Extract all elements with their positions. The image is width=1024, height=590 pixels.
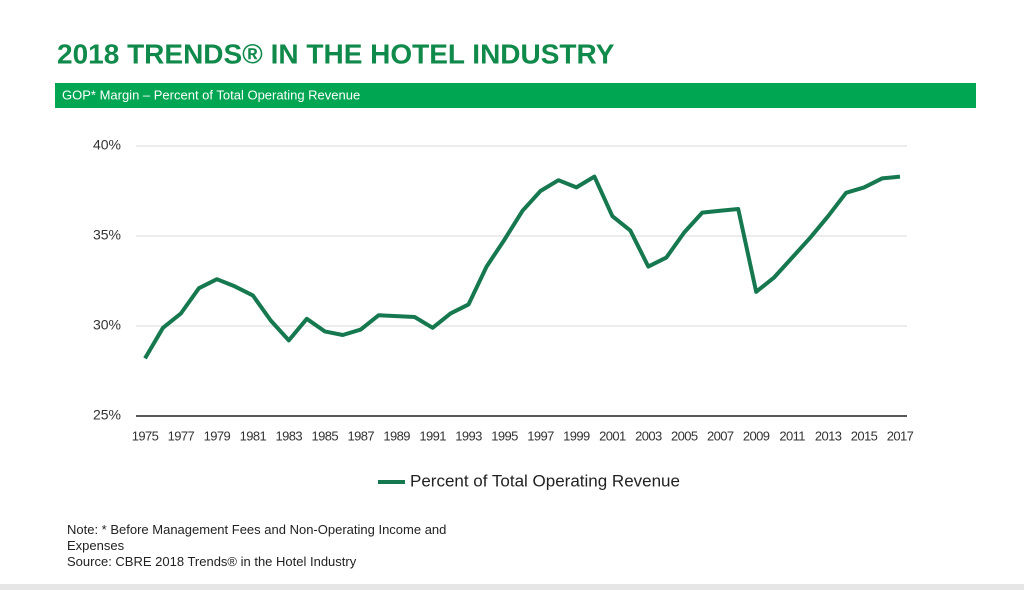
x-tick-label: 1991: [419, 428, 446, 443]
subtitle-bar: [55, 83, 976, 108]
x-tick-label: 1995: [491, 428, 518, 443]
x-tick-label: 2013: [815, 428, 842, 443]
x-tick-label: 1983: [276, 428, 303, 443]
x-tick-label: 2017: [887, 428, 914, 443]
x-tick-label: 2005: [671, 428, 698, 443]
x-tick-label: 1977: [168, 428, 195, 443]
x-tick-label: 1979: [204, 428, 231, 443]
x-tick-label: 2015: [851, 428, 878, 443]
note: Note: * Before Management Fees and Non-O…: [67, 522, 447, 553]
x-tick-label: 1999: [563, 428, 590, 443]
source: Source: CBRE 2018 Trends® in the Hotel I…: [67, 554, 357, 569]
x-tick-label: 2009: [743, 428, 770, 443]
x-tick-label: 2007: [707, 428, 734, 443]
x-tick-label: 1975: [132, 428, 159, 443]
x-tick-label: 2003: [635, 428, 662, 443]
x-tick-label: 1985: [311, 428, 338, 443]
y-tick-label: 30%: [93, 317, 121, 333]
x-tick-label: 1987: [347, 428, 374, 443]
footer-strip: [0, 584, 1024, 590]
x-tick-label: 2001: [599, 428, 626, 443]
y-tick-label: 35%: [93, 227, 121, 243]
x-tick-label: 1993: [455, 428, 482, 443]
x-tick-label: 1981: [240, 428, 267, 443]
y-tick-label: 40%: [93, 137, 121, 153]
chart-subtitle: GOP* Margin – Percent of Total Operating…: [62, 87, 360, 102]
line-series: [143, 174, 901, 360]
x-tick-label: 2011: [779, 428, 805, 443]
chart-title: 2018 TRENDS® IN THE HOTEL INDUSTRY: [57, 38, 615, 69]
x-tick-label: 1989: [383, 428, 410, 443]
y-tick-label: 25%: [93, 407, 121, 423]
x-tick-label: 1997: [527, 428, 554, 443]
legend-label: Percent of Total Operating Revenue: [410, 471, 680, 490]
